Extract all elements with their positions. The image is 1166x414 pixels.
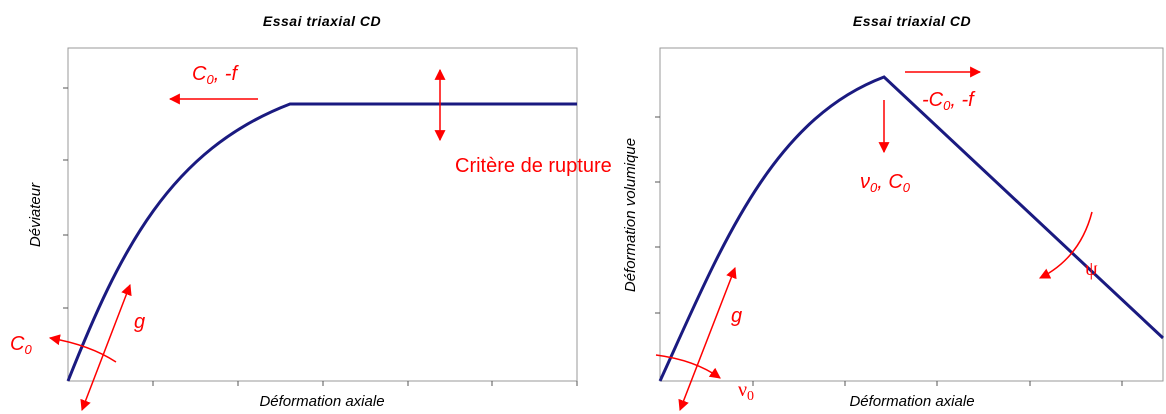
curve: [658, 75, 1165, 382]
x-axis-label: Déformation axiale: [259, 393, 384, 410]
y-axis-label: Déformation volumique: [622, 138, 639, 292]
arrow: [48, 334, 117, 363]
right-chart: Essai triaxial CD Déformation axiale Déf…: [622, 13, 1165, 412]
arrow: [655, 354, 721, 379]
annotation: -C0, -f: [922, 89, 976, 113]
annotation: g: [134, 311, 145, 333]
y-axis-label: Déviateur: [27, 182, 44, 247]
arrow: [1039, 211, 1093, 279]
arrow: [678, 266, 737, 412]
chart-title: Essai triaxial CD: [853, 13, 971, 29]
annotation: Critère de rupture: [455, 155, 612, 177]
x-axis-label: Déformation axiale: [849, 393, 974, 410]
annotation: C0: [10, 333, 32, 357]
plot-frame: [659, 47, 1164, 382]
arrow: [80, 283, 132, 412]
annotation: g: [731, 305, 742, 327]
ticks: [63, 87, 578, 386]
curve: [66, 102, 577, 382]
annotation: ν0, C0: [860, 171, 911, 195]
ticks: [655, 116, 1123, 386]
annotation: ψ: [1085, 258, 1098, 280]
chart-title: Essai triaxial CD: [263, 13, 381, 29]
left-chart: Essai triaxial CD Déformation axiale Dév…: [10, 13, 612, 412]
annotation: C0, -f: [192, 63, 239, 87]
annotation: ν0: [738, 379, 754, 404]
